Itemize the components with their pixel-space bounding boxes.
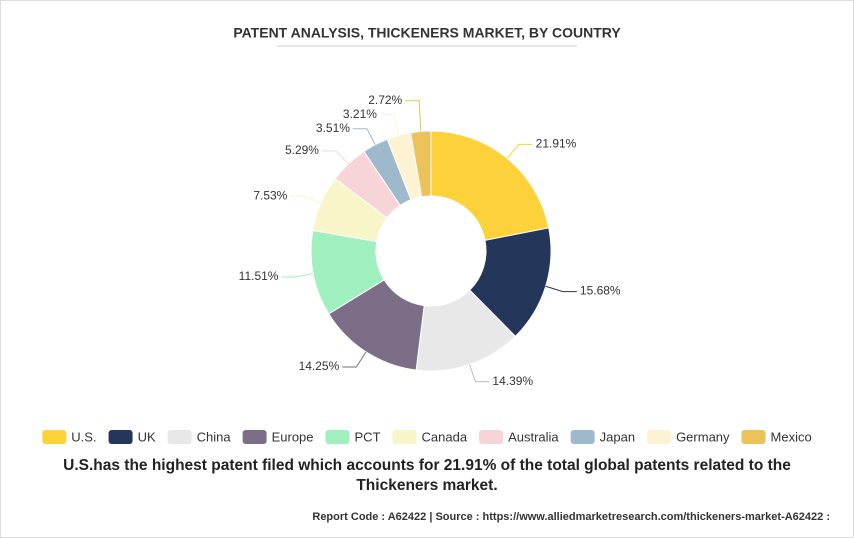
leader-line — [506, 143, 533, 159]
legend-swatch — [167, 430, 192, 444]
leader-line — [290, 195, 322, 204]
caption: U.S.has the highest patent filed which a… — [63, 457, 791, 494]
leader-line — [281, 273, 314, 278]
data-label: 3.51% — [316, 121, 350, 135]
data-label: 14.39% — [492, 374, 533, 388]
legend-label: U.S. — [71, 429, 96, 444]
donut-slice — [410, 130, 432, 198]
legend-label: Japan — [600, 429, 635, 444]
leader-line — [342, 351, 367, 368]
data-label: 2.72% — [368, 93, 402, 107]
data-label: 21.91% — [536, 137, 577, 151]
legend-swatch — [479, 430, 504, 444]
leader-line — [321, 150, 349, 165]
legend-item[interactable]: UK — [108, 429, 156, 444]
legend-label: Canada — [422, 429, 468, 444]
chart-title: PATENT ANALYSIS, THICKENERS MARKET, BY C… — [233, 25, 621, 41]
data-label: 3.21% — [343, 107, 377, 121]
legend-swatch — [392, 430, 417, 444]
legend-swatch — [570, 430, 595, 444]
data-label: 14.25% — [299, 359, 340, 373]
legend-swatch — [325, 430, 350, 444]
legend-item[interactable]: Europe — [242, 429, 314, 444]
legend-label: Germany — [676, 429, 730, 444]
leader-line — [379, 114, 400, 136]
legend-item[interactable]: PCT — [325, 429, 381, 444]
legend-label: UK — [138, 429, 156, 444]
donut-slice — [430, 130, 550, 241]
legend-label: Europe — [272, 429, 314, 444]
legend-item[interactable]: U.S. — [42, 429, 97, 444]
legend-label: Australia — [508, 429, 559, 444]
caption-box: U.S.has the highest patent filed which a… — [63, 457, 791, 494]
leader-line — [405, 100, 422, 132]
leader-line — [545, 285, 577, 293]
legend-swatch — [108, 430, 133, 444]
legend-label: PCT — [355, 429, 381, 444]
legend-item[interactable]: Mexico — [741, 429, 812, 444]
legend-label: China — [197, 429, 232, 444]
legend-swatch — [42, 430, 67, 444]
data-label: 5.29% — [285, 143, 319, 157]
legend-item[interactable]: Australia — [479, 429, 559, 444]
data-label: 11.51% — [239, 269, 279, 283]
footer: Report Code : A62422 | Source : https://… — [312, 511, 830, 523]
leader-line — [469, 364, 490, 383]
legend-swatch — [741, 430, 766, 444]
legend-swatch — [647, 430, 672, 444]
data-label: 15.68% — [580, 284, 621, 298]
legend-item[interactable]: Germany — [647, 429, 730, 444]
legend-item[interactable]: China — [167, 429, 232, 444]
legend-label: Mexico — [771, 429, 812, 444]
data-label: 7.53% — [253, 188, 287, 202]
legend-swatch — [242, 430, 267, 444]
legend-item[interactable]: Canada — [392, 429, 468, 444]
legend-item[interactable]: Japan — [570, 429, 635, 444]
leader-line — [352, 128, 376, 145]
